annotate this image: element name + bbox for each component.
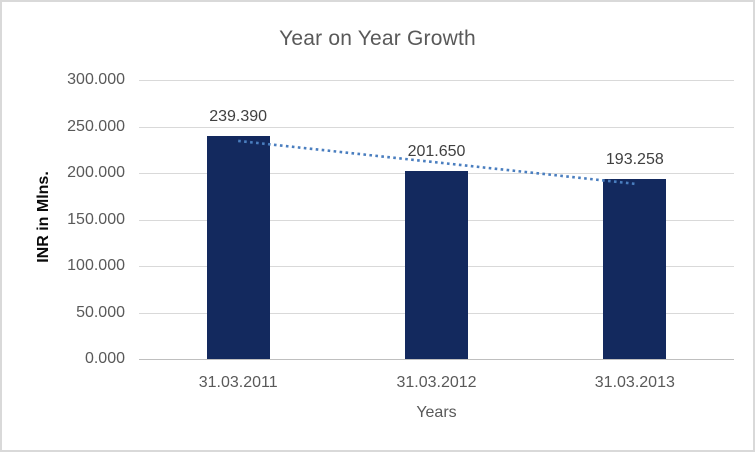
- bar: [405, 171, 468, 359]
- x-tick-label: 31.03.2013: [594, 374, 675, 391]
- trendline-segment: [238, 139, 635, 186]
- x-axis-title: Years: [416, 404, 457, 421]
- y-tick-label: 100.000: [67, 257, 125, 274]
- bar-data-label: 193.258: [605, 151, 664, 169]
- y-tick-label: 250.000: [67, 117, 125, 135]
- x-axis-line: [139, 359, 734, 360]
- x-tick-label: 31.03.2012: [396, 374, 477, 391]
- gridline: [139, 126, 734, 128]
- y-tick-label: 0.000: [84, 350, 125, 367]
- trendline: [238, 139, 635, 186]
- y-tick-label: 300.000: [67, 71, 125, 88]
- bar-data-label: 201.650: [407, 143, 466, 161]
- y-tick-label: 150.000: [67, 210, 125, 228]
- bar: [603, 179, 667, 359]
- y-tick-label: 50.000: [76, 303, 125, 321]
- bar-data-label: 239.390: [209, 108, 268, 126]
- plot-area: 239.390 201.650 193.258 31.03.2011 31.03.20…: [139, 80, 734, 391]
- chart-title: Year on Year Growth: [279, 27, 476, 50]
- bar: [206, 136, 270, 359]
- x-tick-label: 31.03.2011: [198, 374, 278, 391]
- y-tick-label: 200.000: [67, 164, 125, 181]
- gridline: [139, 80, 734, 81]
